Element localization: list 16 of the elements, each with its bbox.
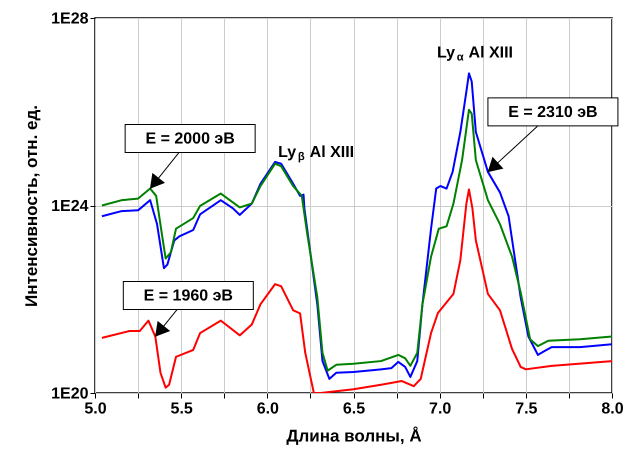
y-tick-label: 1E20 xyxy=(51,386,89,402)
x-tick-label: 5.5 xyxy=(170,400,193,418)
x-tick-label: 6.0 xyxy=(256,400,280,418)
annotation: E = 2310 эВ xyxy=(508,104,598,121)
y-tick-label: 1E28 xyxy=(51,10,89,28)
x-tick-label: 5.0 xyxy=(84,400,107,418)
line-series xyxy=(100,188,612,393)
x-tick-label: 7.5 xyxy=(515,400,538,418)
x-tick-label: 6.5 xyxy=(342,400,366,418)
annotation: E = 2000 эВ xyxy=(145,130,235,148)
y-axis-title: Интенсивность, отн. ед. xyxy=(22,105,42,307)
y-tick-label: 1E24 xyxy=(51,198,89,215)
x-tick-label: 8.0 xyxy=(601,400,624,418)
x-axis-title: Длина волны, Å xyxy=(286,426,422,446)
x-tick-label: 7.0 xyxy=(429,400,452,418)
annotation: E = 1960 эВ xyxy=(144,288,233,305)
